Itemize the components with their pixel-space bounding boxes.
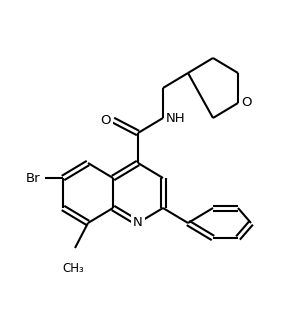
Text: Br: Br bbox=[25, 171, 40, 184]
Text: O: O bbox=[101, 113, 111, 126]
Text: O: O bbox=[241, 96, 252, 109]
Text: CH₃: CH₃ bbox=[62, 262, 84, 275]
Text: N: N bbox=[133, 217, 143, 230]
Text: NH: NH bbox=[166, 112, 186, 125]
